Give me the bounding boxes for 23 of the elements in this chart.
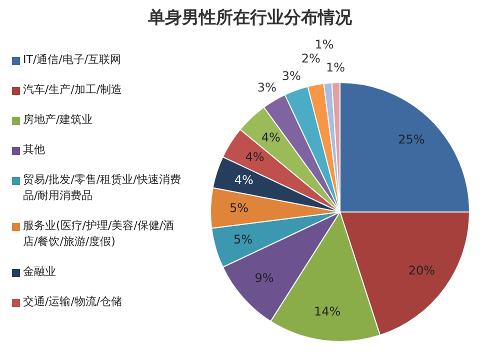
data-label: 5% (230, 200, 249, 215)
legend-label: 交通/运输/物流/仓储 (23, 294, 122, 310)
data-label: 20% (408, 263, 436, 278)
data-label: 4% (234, 172, 254, 187)
data-label: 3% (257, 80, 276, 95)
legend-label: 贸易/批发/零售/租赁业/快速消费品/耐用消费品 (23, 172, 182, 204)
chart-title: 单身男性所在行业分布情况 (147, 7, 353, 29)
data-label: 4% (245, 150, 264, 164)
data-label: 1% (314, 37, 334, 52)
legend-label: 服务业(医疗/护理/美容/保健/酒店/餐饮/旅游/度假) (23, 218, 176, 250)
data-label: 5% (233, 232, 253, 246)
data-label: 14% (314, 304, 341, 318)
data-label: 4% (261, 130, 280, 144)
legend-label: IT/通信/电子/互联网 (23, 52, 122, 68)
legend-label: 金融业 (23, 264, 56, 280)
legend-label: 汽车/生产/加工/制造 (23, 82, 122, 98)
data-label: 2% (301, 51, 320, 66)
legend-label: 其他 (23, 142, 45, 158)
data-label: 3% (282, 69, 301, 84)
data-label: 1% (326, 60, 346, 75)
data-label: 25% (398, 132, 425, 147)
data-label: 9% (254, 270, 274, 285)
legend-label: 房地产/建筑业 (23, 112, 93, 128)
